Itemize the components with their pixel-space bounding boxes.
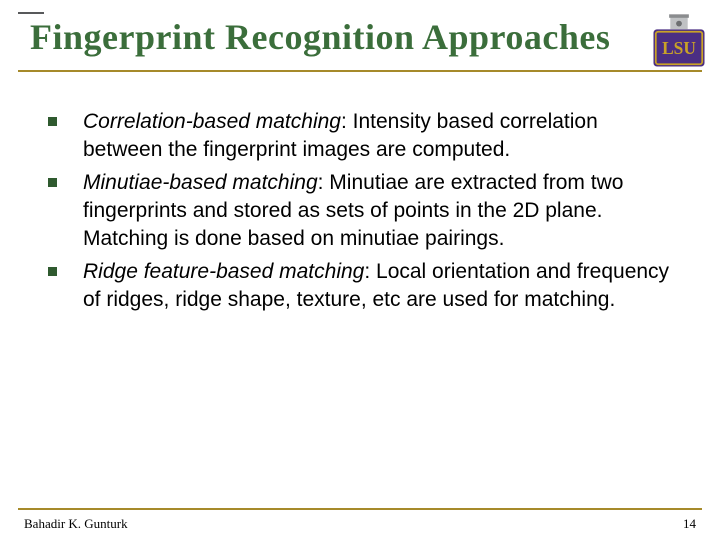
list-item: Ridge feature-based matching: Local orie… — [48, 258, 672, 315]
footer: Bahadir K. Gunturk 14 — [24, 516, 696, 532]
item-text: Minutiae-based matching: Minutiae are ex… — [83, 169, 672, 254]
item-term: Minutiae-based matching — [83, 171, 318, 194]
bullet-icon — [48, 117, 57, 126]
footer-page: 14 — [683, 516, 696, 532]
list-item: Minutiae-based matching: Minutiae are ex… — [48, 169, 672, 254]
item-text: Ridge feature-based matching: Local orie… — [83, 258, 672, 315]
title-row: Fingerprint Recognition Approaches LSU — [30, 18, 708, 70]
logo-text: LSU — [662, 38, 696, 58]
lsu-logo-icon: LSU — [650, 12, 708, 70]
item-term: Ridge feature-based matching — [83, 260, 364, 283]
bullet-icon — [48, 267, 57, 276]
title-rule — [18, 70, 702, 72]
list-item: Correlation-based matching: Intensity ba… — [48, 108, 672, 165]
item-text: Correlation-based matching: Intensity ba… — [83, 108, 672, 165]
footer-author: Bahadir K. Gunturk — [24, 516, 128, 532]
bullet-icon — [48, 178, 57, 187]
slide-title: Fingerprint Recognition Approaches — [30, 18, 610, 58]
body: Correlation-based matching: Intensity ba… — [48, 108, 672, 318]
top-accent — [18, 12, 44, 14]
footer-rule — [18, 508, 702, 510]
slide: Fingerprint Recognition Approaches LSU C… — [0, 0, 720, 540]
item-term: Correlation-based matching — [83, 110, 341, 133]
